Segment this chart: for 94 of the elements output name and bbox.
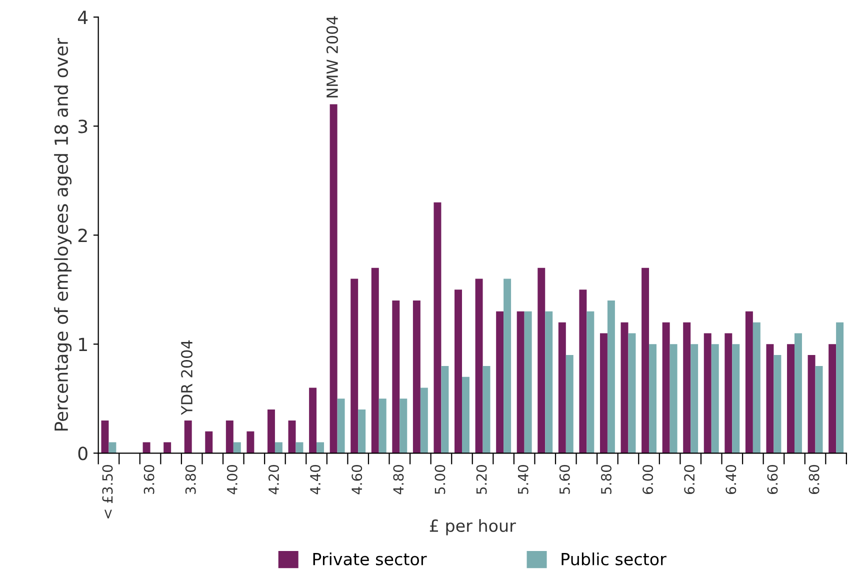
bar xyxy=(628,333,636,454)
bar xyxy=(205,431,213,454)
bar xyxy=(462,376,470,454)
bar xyxy=(836,322,844,454)
x-tick-label: 5.40 xyxy=(518,464,528,494)
legend-label: Public sector xyxy=(562,552,666,566)
bar xyxy=(108,442,116,454)
x-tick-label: < £3.50 xyxy=(102,464,113,518)
x-tick-label: 6.00 xyxy=(642,464,654,494)
x-tick-label: 5.60 xyxy=(559,464,570,494)
x-tick-label: 3.60 xyxy=(144,464,154,494)
annotation: NMW 2004 xyxy=(326,16,338,98)
bar xyxy=(434,202,442,454)
x-tick-label: 4.40 xyxy=(310,464,321,494)
bar xyxy=(690,344,698,454)
bar xyxy=(752,322,760,454)
bar xyxy=(496,311,504,454)
bar xyxy=(586,311,594,454)
bar xyxy=(766,344,774,454)
bar xyxy=(815,366,823,454)
x-tick-label: 6.80 xyxy=(808,464,820,494)
bar xyxy=(711,344,719,454)
x-tick-label: 4.20 xyxy=(268,464,279,494)
x-tick-label: 6.60 xyxy=(767,464,778,494)
bar xyxy=(662,322,670,454)
x-tick-label: 3.80 xyxy=(185,464,196,494)
bar xyxy=(620,322,628,454)
y-axis-title: Percentage of employees aged 18 and over xyxy=(54,38,72,430)
bar xyxy=(704,333,712,454)
bar xyxy=(516,311,524,454)
bar xyxy=(164,442,172,454)
bar xyxy=(538,268,546,454)
bar xyxy=(454,290,462,454)
bar xyxy=(828,344,836,454)
bar xyxy=(475,278,483,454)
bar xyxy=(607,300,615,454)
y-tick-label: 1 xyxy=(79,338,87,351)
bar xyxy=(683,322,691,454)
bar xyxy=(724,333,732,454)
y-tick-label: 0 xyxy=(78,446,88,460)
x-axis-title: £ per hour xyxy=(430,519,516,536)
bar xyxy=(670,344,678,454)
bar xyxy=(371,268,379,454)
bar xyxy=(787,344,794,454)
x-tick-label: 6.20 xyxy=(684,464,695,494)
y-tick-label: 2 xyxy=(78,228,87,242)
bar xyxy=(579,290,587,454)
bar xyxy=(412,300,420,454)
x-tick-label: 5.80 xyxy=(600,464,612,494)
bar xyxy=(233,442,241,454)
bar xyxy=(600,333,608,454)
x-tick-label: 4.60 xyxy=(352,464,362,494)
bar xyxy=(226,420,234,454)
bar xyxy=(545,311,553,454)
bar xyxy=(378,398,386,454)
bar xyxy=(400,398,408,454)
bar xyxy=(524,311,532,454)
bar xyxy=(246,431,254,454)
bar xyxy=(350,278,358,454)
bar xyxy=(330,104,338,454)
annotation: YDR 2004 xyxy=(180,340,193,416)
bar xyxy=(732,344,740,454)
bar xyxy=(392,300,400,454)
bar xyxy=(309,388,317,454)
x-tick-label: 6.40 xyxy=(726,464,736,494)
bar xyxy=(649,344,657,454)
bar xyxy=(184,420,192,454)
bar xyxy=(288,420,296,454)
bar xyxy=(274,442,282,454)
bar xyxy=(808,355,816,454)
y-tick-label: 3 xyxy=(78,120,88,134)
bar xyxy=(316,442,324,454)
bar xyxy=(745,311,753,454)
bar xyxy=(558,322,566,454)
x-tick-label: 4.00 xyxy=(226,464,238,494)
legend-label: Private sector xyxy=(313,552,427,566)
bar xyxy=(267,410,275,454)
bar xyxy=(101,420,109,454)
x-tick-label: 5.20 xyxy=(476,464,487,494)
bar xyxy=(482,366,490,454)
x-tick-label: 4.80 xyxy=(393,464,404,494)
bar xyxy=(794,333,802,454)
bar xyxy=(441,366,449,454)
bar xyxy=(420,388,428,454)
bar xyxy=(296,442,304,454)
bar xyxy=(337,398,345,454)
bar xyxy=(774,355,782,454)
y-tick-label: 4 xyxy=(78,10,88,24)
bar xyxy=(142,442,150,454)
bar xyxy=(504,278,512,454)
bar xyxy=(358,410,366,454)
bar xyxy=(642,268,650,454)
x-tick-label: 5.00 xyxy=(434,464,446,494)
bar xyxy=(566,355,574,454)
